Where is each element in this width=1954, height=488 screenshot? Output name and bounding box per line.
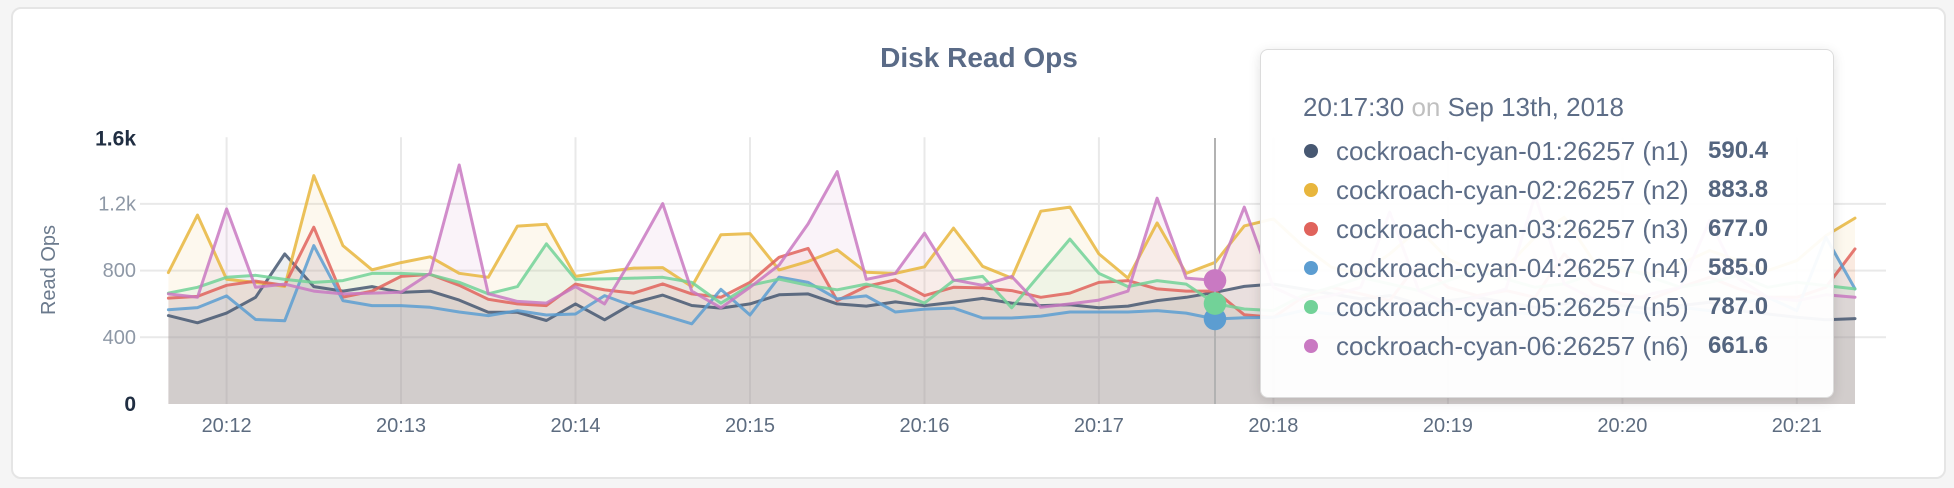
svg-text:20:17: 20:17 [1074, 415, 1124, 437]
svg-text:0: 0 [124, 393, 136, 416]
svg-text:400: 400 [103, 327, 136, 349]
svg-text:20:21: 20:21 [1772, 415, 1822, 437]
svg-text:1.6k: 1.6k [95, 128, 136, 151]
svg-text:20:18: 20:18 [1248, 415, 1298, 437]
svg-text:20:20: 20:20 [1597, 415, 1647, 437]
svg-text:20:19: 20:19 [1423, 415, 1473, 437]
svg-text:20:16: 20:16 [899, 415, 949, 437]
svg-text:20:12: 20:12 [202, 415, 252, 437]
svg-text:Read Ops: Read Ops [38, 225, 60, 315]
svg-text:20:15: 20:15 [725, 415, 775, 437]
svg-text:Disk Read Ops: Disk Read Ops [880, 42, 1078, 73]
svg-text:1.2k: 1.2k [98, 194, 137, 216]
svg-text:20:14: 20:14 [550, 415, 600, 437]
svg-text:20:13: 20:13 [376, 415, 426, 437]
svg-text:800: 800 [103, 260, 136, 282]
